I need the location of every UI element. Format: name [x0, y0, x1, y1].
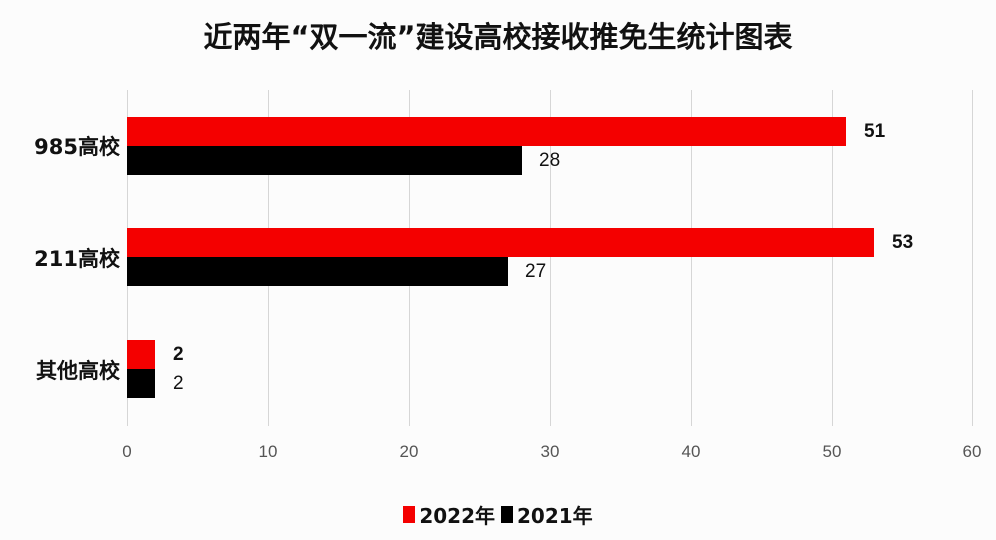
gridline-60: [972, 90, 973, 426]
bar-211-2021: [127, 257, 508, 286]
label-211-2021: 27: [525, 261, 547, 282]
gridline-50: [832, 90, 833, 426]
legend-item-2022[interactable]: 2022年: [403, 500, 495, 529]
x-tick-30: 30: [540, 442, 560, 461]
category-label-985: 985高校: [34, 135, 120, 159]
label-985-2021: 28: [539, 150, 561, 171]
bar-other-2021: [127, 369, 155, 398]
bar-985-2021: [127, 146, 522, 175]
chart-title: 近两年“双一流”建设高校接收推免生统计图表: [203, 20, 793, 54]
x-tick-20: 20: [399, 442, 419, 461]
legend-item-2021[interactable]: 2021年: [501, 500, 593, 529]
bar-211-2022: [127, 228, 874, 257]
gridline-30: [550, 90, 551, 426]
legend-swatch-black-icon: [501, 506, 513, 523]
bar-985-2022: [127, 117, 846, 146]
legend: 2022年 2021年: [0, 500, 996, 529]
x-tick-40: 40: [681, 442, 701, 461]
legend-swatch-red-icon: [403, 506, 416, 523]
category-label-other: 其他高校: [36, 359, 120, 383]
x-tick-60: 60: [962, 442, 982, 461]
category-label-211: 211高校: [34, 247, 120, 271]
x-tick-10: 10: [258, 442, 278, 461]
gridline-40: [691, 90, 692, 426]
x-tick-0: 0: [122, 442, 132, 461]
label-985-2022: 51: [864, 121, 886, 142]
bar-other-2022: [127, 340, 155, 369]
legend-label-2021: 2021年: [517, 504, 593, 528]
plot-area: 51 28 53 27 2 2: [127, 90, 973, 426]
label-other-2021: 2: [173, 373, 184, 394]
legend-label-2022: 2022年: [419, 504, 495, 528]
label-211-2022: 53: [892, 232, 914, 253]
x-tick-50: 50: [822, 442, 842, 461]
label-other-2022: 2: [173, 344, 184, 365]
